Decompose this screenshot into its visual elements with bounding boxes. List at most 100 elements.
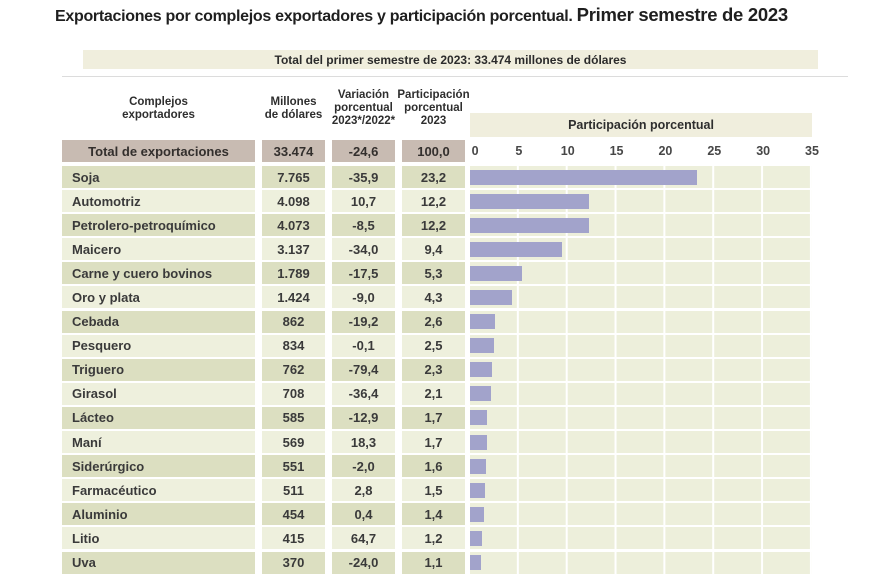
variacion-value: 2,8 bbox=[332, 479, 395, 502]
millones-value: 511 bbox=[262, 479, 325, 502]
millones-value: 370 bbox=[262, 551, 325, 574]
participacion-value: 12,2 bbox=[402, 190, 465, 213]
bar-track bbox=[470, 262, 812, 285]
variacion-value: -9,0 bbox=[332, 286, 395, 309]
participation-bar bbox=[470, 530, 482, 546]
bar-track bbox=[470, 455, 812, 478]
page-title-main: Exportaciones por complejos exportadores… bbox=[55, 8, 573, 25]
millones-value: 454 bbox=[262, 503, 325, 526]
table-row: Maní 569 18,3 1,7 bbox=[62, 431, 812, 454]
participacion-value: 2,3 bbox=[402, 358, 465, 381]
bar-track bbox=[470, 310, 812, 333]
variacion-value: 0,4 bbox=[332, 503, 395, 526]
table-row: Carne y cuero bovinos 1.789 -17,5 5,3 bbox=[62, 262, 812, 285]
participation-bar bbox=[470, 314, 496, 330]
header-millones: Millones de dólares bbox=[264, 95, 323, 121]
table-row: Soja 7.765 -35,9 23,2 bbox=[62, 166, 812, 188]
table-header-row: Complejos exportadores Millones de dólar… bbox=[62, 80, 812, 137]
complejo-label: Triguero bbox=[62, 358, 255, 381]
participacion-value: 1,7 bbox=[402, 431, 465, 454]
complejo-label: Soja bbox=[62, 166, 255, 188]
total-participacion: 100,0 bbox=[402, 140, 465, 162]
table-body: Soja 7.765 -35,9 23,2 Automotriz 4.098 1… bbox=[62, 166, 812, 574]
complejo-label: Farmacéutico bbox=[62, 479, 255, 502]
variacion-value: -8,5 bbox=[332, 214, 395, 237]
participacion-value: 12,2 bbox=[402, 214, 465, 237]
x-tick-label: 10 bbox=[560, 144, 575, 158]
total-row: Total de exportaciones 33.474 -24,6 100,… bbox=[62, 140, 819, 162]
millones-value: 7.765 bbox=[262, 166, 325, 188]
bar-track bbox=[470, 334, 812, 357]
table-row: Oro y plata 1.424 -9,0 4,3 bbox=[62, 286, 812, 309]
participation-bar bbox=[470, 338, 495, 354]
header-complejos: Complejos exportadores bbox=[122, 95, 195, 121]
participacion-value: 1,5 bbox=[402, 479, 465, 502]
page-title-period: Primer semestre de 2023 bbox=[576, 4, 788, 25]
participation-bar bbox=[470, 482, 485, 498]
complejo-label: Uva bbox=[62, 551, 255, 574]
table-row: Aluminio 454 0,4 1,4 bbox=[62, 503, 812, 526]
variacion-value: -0,1 bbox=[332, 334, 395, 357]
complejo-label: Oro y plata bbox=[62, 286, 255, 309]
complejo-label: Cebada bbox=[62, 310, 255, 333]
participation-bar bbox=[470, 362, 493, 378]
millones-value: 708 bbox=[262, 382, 325, 405]
x-axis-ticks: 0 5 10 15 20 25 30 35 bbox=[470, 140, 819, 162]
bar-track bbox=[470, 551, 812, 574]
table-row: Farmacéutico 511 2,8 1,5 bbox=[62, 479, 812, 502]
chart-header-area: Participación porcentual bbox=[470, 80, 812, 137]
variacion-value: -2,0 bbox=[332, 455, 395, 478]
table-row: Girasol 708 -36,4 2,1 bbox=[62, 382, 812, 405]
participation-bar bbox=[470, 410, 487, 426]
x-tick-label: 20 bbox=[658, 144, 673, 158]
variacion-value: -19,2 bbox=[332, 310, 395, 333]
complejo-label: Lácteo bbox=[62, 406, 255, 429]
complejo-label: Petrolero-petroquímico bbox=[62, 214, 255, 237]
table-row: Siderúrgico 551 -2,0 1,6 bbox=[62, 455, 812, 478]
complejo-label: Carne y cuero bovinos bbox=[62, 262, 255, 285]
variacion-value: 18,3 bbox=[332, 431, 395, 454]
x-tick-label: 35 bbox=[805, 144, 819, 158]
participacion-value: 1,1 bbox=[402, 551, 465, 574]
complejo-label: Automotriz bbox=[62, 190, 255, 213]
bar-track bbox=[470, 406, 812, 429]
participacion-value: 9,4 bbox=[402, 238, 465, 261]
millones-value: 1.424 bbox=[262, 286, 325, 309]
bar-track bbox=[470, 382, 812, 405]
x-tick-label: 30 bbox=[756, 144, 771, 158]
millones-value: 415 bbox=[262, 527, 325, 550]
top-divider bbox=[62, 76, 848, 77]
millones-value: 4.098 bbox=[262, 190, 325, 213]
total-label: Total de exportaciones bbox=[62, 140, 255, 162]
participacion-value: 4,3 bbox=[402, 286, 465, 309]
total-millones: 33.474 bbox=[262, 140, 325, 162]
participacion-value: 1,2 bbox=[402, 527, 465, 550]
variacion-value: -12,9 bbox=[332, 406, 395, 429]
complejo-label: Girasol bbox=[62, 382, 255, 405]
millones-value: 4.073 bbox=[262, 214, 325, 237]
x-tick-label: 5 bbox=[515, 144, 523, 158]
complejo-label: Maicero bbox=[62, 238, 255, 261]
bar-track bbox=[470, 286, 812, 309]
page-title: Exportaciones por complejos exportadores… bbox=[55, 4, 788, 26]
header-variacion: Variación porcentual 2023*/2022* bbox=[331, 89, 396, 127]
table-row: Automotriz 4.098 10,7 12,2 bbox=[62, 190, 812, 213]
participation-bar bbox=[470, 386, 491, 402]
x-tick-label: 25 bbox=[707, 144, 722, 158]
participation-bar bbox=[470, 506, 484, 522]
participation-bar bbox=[470, 217, 590, 233]
millones-value: 834 bbox=[262, 334, 325, 357]
millones-value: 585 bbox=[262, 406, 325, 429]
participacion-value: 23,2 bbox=[402, 166, 465, 188]
table-row: Pesquero 834 -0,1 2,5 bbox=[62, 334, 812, 357]
total-variacion: -24,6 bbox=[332, 140, 395, 162]
participacion-value: 2,6 bbox=[402, 310, 465, 333]
variacion-value: -17,5 bbox=[332, 262, 395, 285]
variacion-value: -79,4 bbox=[332, 358, 395, 381]
bar-track bbox=[470, 431, 812, 454]
x-tick-label: 15 bbox=[609, 144, 624, 158]
table-row: Maicero 3.137 -34,0 9,4 bbox=[62, 238, 812, 261]
header-participacion: Participación porcentual 2023 bbox=[397, 89, 470, 127]
participation-bar bbox=[470, 434, 487, 450]
bar-track bbox=[470, 214, 812, 237]
